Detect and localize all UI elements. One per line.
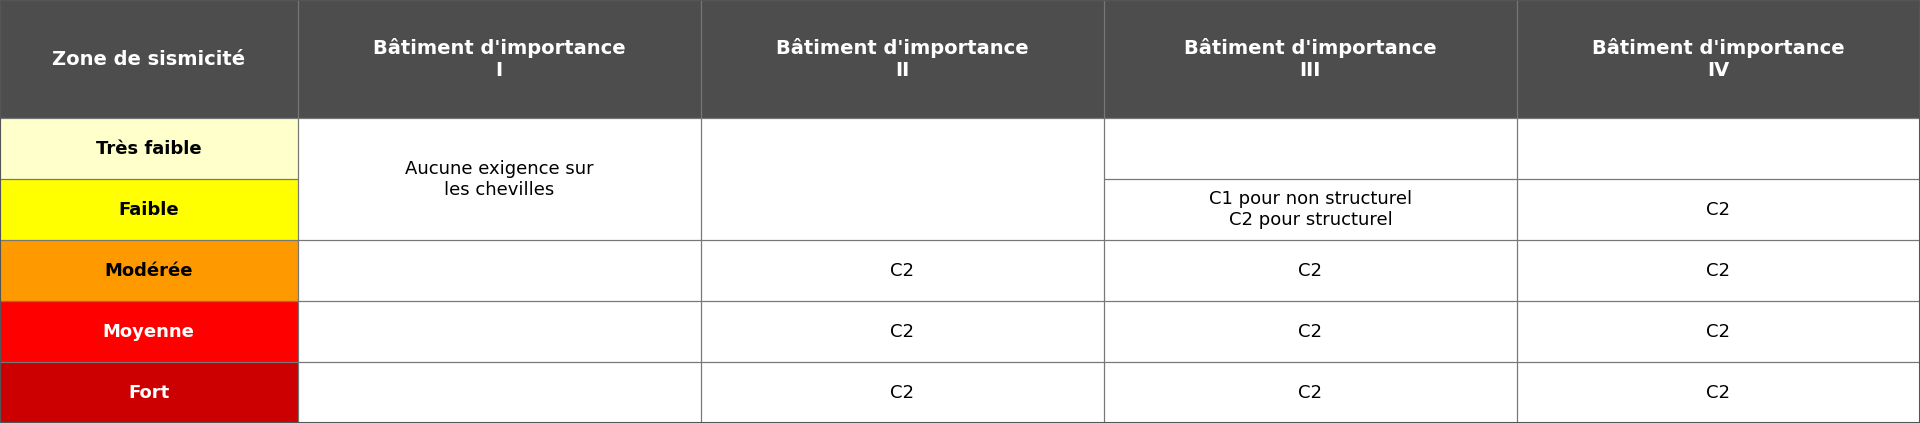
Bar — [701, 301, 1104, 362]
Bar — [1104, 179, 1517, 240]
Bar — [701, 301, 1104, 362]
Bar — [1104, 0, 1517, 118]
Bar — [298, 240, 701, 301]
Bar — [0, 179, 298, 240]
Bar — [0, 362, 298, 423]
Text: C2: C2 — [1707, 262, 1730, 280]
Text: C2: C2 — [1298, 323, 1323, 341]
Text: Faible: Faible — [119, 201, 179, 219]
Text: Aucune exigence sur
les chevilles: Aucune exigence sur les chevilles — [405, 160, 593, 199]
Bar — [701, 240, 1104, 301]
Bar — [0, 240, 298, 301]
Bar — [1517, 301, 1920, 362]
Bar — [1517, 240, 1920, 301]
Bar — [298, 240, 701, 301]
Bar — [1104, 301, 1517, 362]
Bar — [701, 240, 1104, 301]
Bar — [1104, 240, 1517, 301]
Bar — [1517, 362, 1920, 423]
Bar — [0, 0, 298, 118]
Bar — [298, 118, 701, 240]
Bar — [1517, 118, 1920, 179]
Bar — [1104, 0, 1517, 118]
Text: C2: C2 — [1707, 323, 1730, 341]
Bar — [1517, 0, 1920, 118]
Text: Zone de sismicité: Zone de sismicité — [52, 50, 246, 69]
Bar — [1517, 179, 1920, 240]
Text: Moyenne: Moyenne — [104, 323, 194, 341]
Bar — [298, 0, 701, 118]
Bar — [1104, 118, 1517, 179]
Bar — [298, 301, 701, 362]
Bar — [0, 118, 298, 179]
Bar — [701, 0, 1104, 118]
Bar — [0, 118, 298, 179]
Bar — [1104, 301, 1517, 362]
Bar — [701, 362, 1104, 423]
Text: C2: C2 — [891, 323, 914, 341]
Bar — [0, 301, 298, 362]
Bar — [298, 301, 701, 362]
Text: Bâtiment d'importance
III: Bâtiment d'importance III — [1185, 38, 1436, 80]
Bar — [0, 240, 298, 301]
Bar — [0, 0, 298, 118]
Bar — [1104, 179, 1517, 240]
Bar — [298, 362, 701, 423]
Text: C2: C2 — [1707, 201, 1730, 219]
Bar — [701, 118, 1104, 240]
Text: C2: C2 — [1298, 384, 1323, 401]
Bar — [1517, 301, 1920, 362]
Text: C2: C2 — [1298, 262, 1323, 280]
Bar — [298, 0, 701, 118]
Bar — [701, 362, 1104, 423]
Bar — [1517, 362, 1920, 423]
Text: C2: C2 — [1707, 384, 1730, 401]
Text: C2: C2 — [891, 262, 914, 280]
Text: Fort: Fort — [129, 384, 169, 401]
Bar — [1104, 362, 1517, 423]
Bar — [1517, 179, 1920, 240]
Bar — [1517, 240, 1920, 301]
Text: C2: C2 — [891, 384, 914, 401]
Bar — [0, 179, 298, 240]
Bar — [0, 301, 298, 362]
Text: Bâtiment d'importance
I: Bâtiment d'importance I — [372, 38, 626, 80]
Bar — [1517, 118, 1920, 179]
Bar — [1104, 240, 1517, 301]
Bar — [1517, 0, 1920, 118]
Bar — [1104, 118, 1517, 179]
Bar — [298, 362, 701, 423]
Text: Bâtiment d'importance
II: Bâtiment d'importance II — [776, 38, 1029, 80]
Bar — [701, 118, 1104, 240]
Text: Très faible: Très faible — [96, 140, 202, 158]
Text: C1 pour non structurel
C2 pour structurel: C1 pour non structurel C2 pour structure… — [1210, 190, 1411, 229]
Bar — [1104, 362, 1517, 423]
Text: Modérée: Modérée — [104, 262, 194, 280]
Bar — [298, 118, 701, 240]
Bar — [0, 362, 298, 423]
Bar — [701, 0, 1104, 118]
Text: Bâtiment d'importance
IV: Bâtiment d'importance IV — [1592, 38, 1845, 80]
